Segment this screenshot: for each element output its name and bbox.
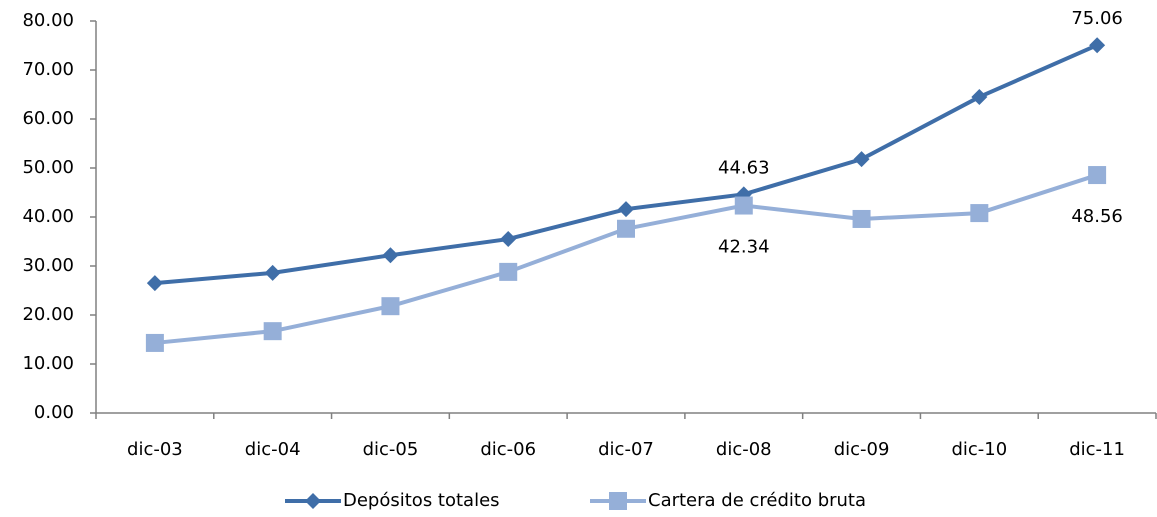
point [1088, 166, 1107, 185]
point [970, 204, 989, 223]
legend-label: Cartera de crédito bruta [648, 490, 866, 511]
x-tick-label: dic-03 [127, 439, 183, 460]
x-tick-label: dic-09 [834, 439, 890, 460]
point [382, 247, 399, 264]
point [499, 262, 518, 281]
point [617, 219, 635, 238]
y-tick-label: 80.00 [22, 10, 74, 31]
point [852, 209, 871, 228]
point [1089, 37, 1106, 54]
point [263, 322, 282, 341]
y-tick-label: 30.00 [22, 255, 74, 276]
data-label: 75.06 [1071, 8, 1123, 29]
x-tick-label: dic-04 [245, 439, 301, 460]
legend-label: Depósitos totales [343, 490, 500, 511]
point [145, 333, 164, 352]
point [381, 297, 400, 316]
point [500, 231, 517, 248]
point [264, 264, 281, 281]
point [146, 275, 163, 292]
y-tick-label: 60.00 [22, 108, 74, 129]
legend-marker [305, 493, 321, 509]
x-tick-label: dic-11 [1069, 439, 1125, 460]
series-line [154, 173, 1098, 345]
y-tick-label: 70.00 [22, 59, 74, 80]
point [618, 201, 634, 218]
data-label: 48.56 [1071, 206, 1123, 227]
data-label: 42.34 [718, 237, 770, 258]
point [734, 196, 753, 215]
x-tick-label: dic-10 [951, 439, 1007, 460]
y-tick-label: 40.00 [22, 206, 74, 227]
y-tick-label: 0.00 [34, 402, 74, 423]
x-tick-label: dic-05 [363, 439, 419, 460]
y-tick-label: 50.00 [22, 157, 74, 178]
x-tick-label: dic-08 [716, 439, 772, 460]
legend-marker [609, 492, 627, 510]
point [971, 88, 988, 105]
y-tick-label: 20.00 [22, 304, 74, 325]
point [853, 151, 870, 168]
y-tick-label: 10.00 [22, 353, 74, 374]
x-tick-label: dic-07 [598, 439, 654, 460]
series-line [154, 43, 1098, 286]
data-label: 44.63 [718, 157, 770, 178]
x-tick-label: dic-06 [480, 439, 536, 460]
